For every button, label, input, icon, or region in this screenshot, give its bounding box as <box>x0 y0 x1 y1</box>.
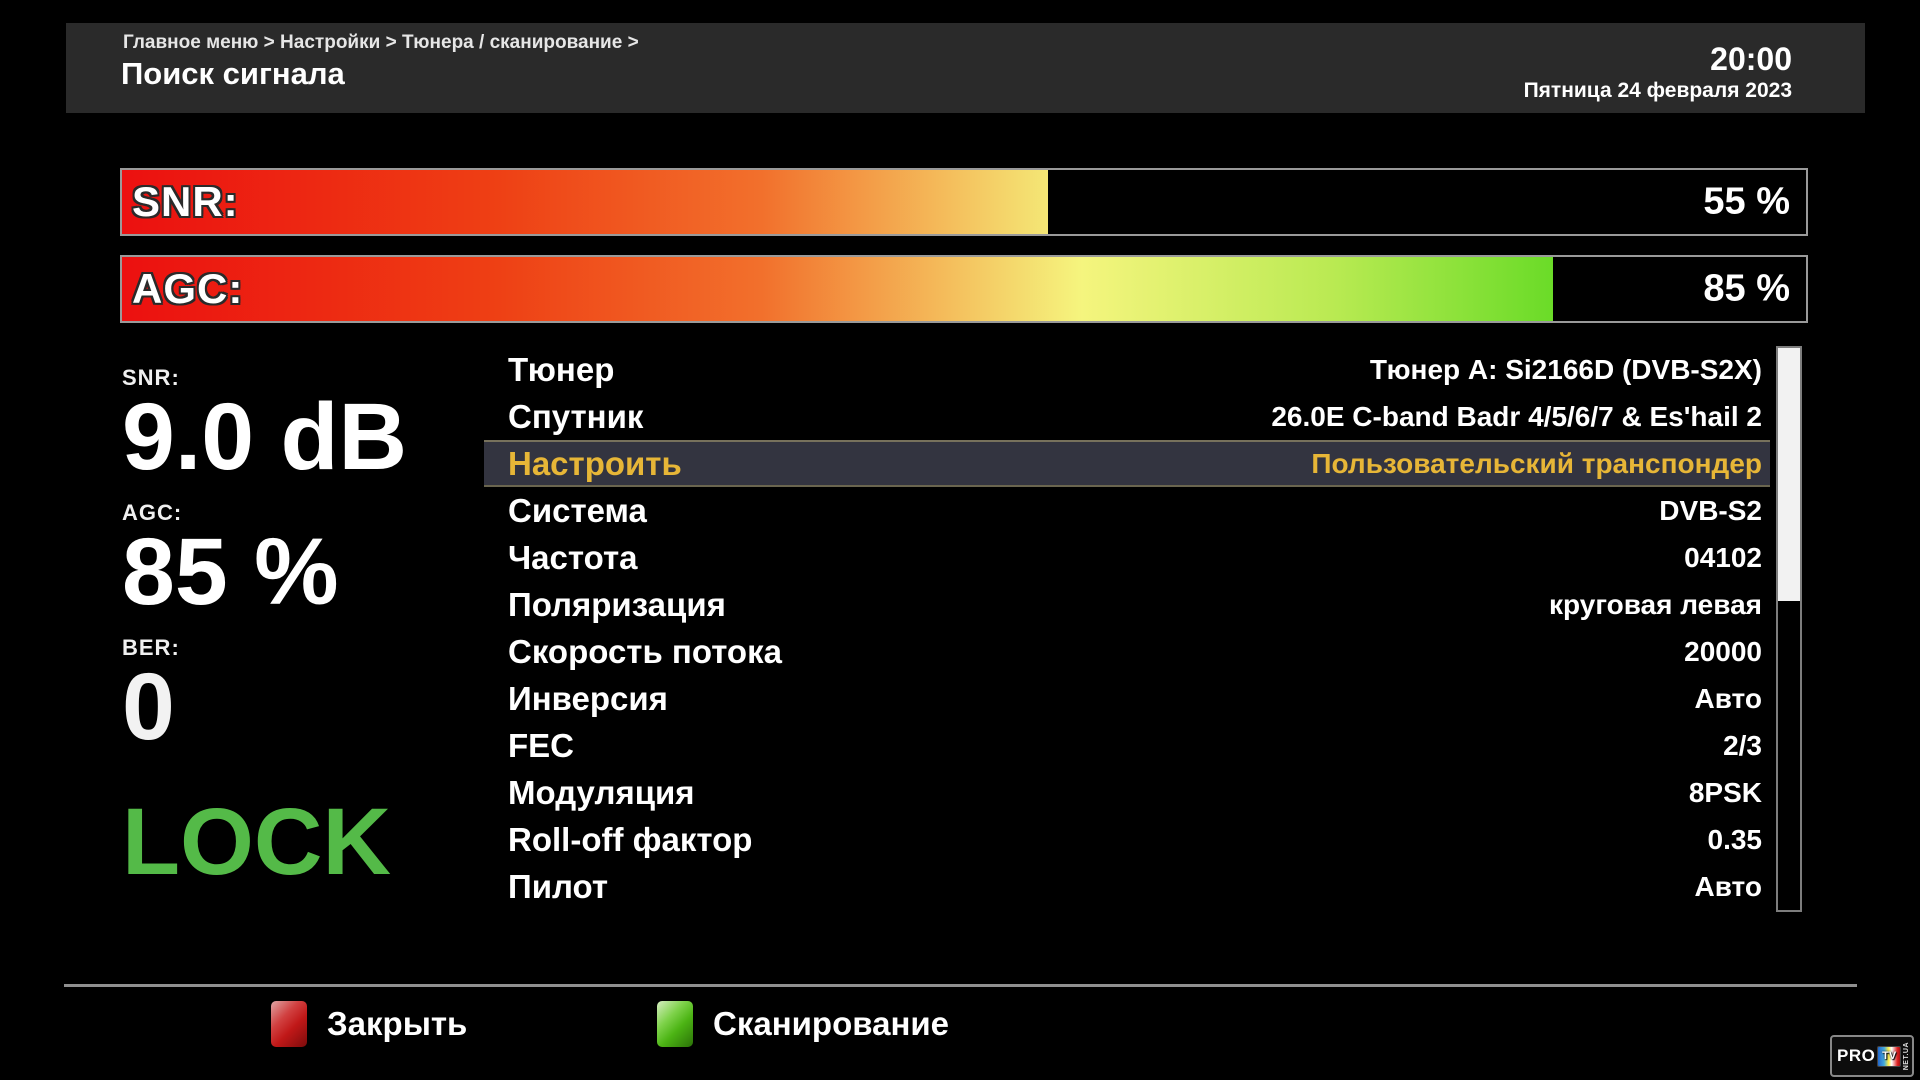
menu-item-label: Поляризация <box>508 585 726 623</box>
menu-item-label: Roll-off фактор <box>508 820 753 858</box>
menu-row[interactable]: Настроить Пользовательский транспондер <box>484 440 1770 487</box>
menu-item-value: 04102 <box>1684 541 1762 573</box>
menu-item-value: Пользовательский транспондер <box>1311 447 1762 479</box>
menu-row[interactable]: FEC 2/3 <box>484 722 1770 769</box>
agc-meter-gradient <box>122 257 1806 321</box>
agc-meter-empty <box>1553 257 1806 321</box>
menu-item-label: Настроить <box>508 444 682 482</box>
menu-row[interactable]: Частота 04102 <box>484 534 1770 581</box>
stat-label: AGC: <box>122 500 183 525</box>
menu-row[interactable]: Инверсия Авто <box>484 675 1770 722</box>
menu-item-value: 0.35 <box>1707 823 1763 855</box>
stat-item: AGC: 85 % <box>122 498 472 625</box>
footer-button-label: Закрыть <box>327 1005 468 1042</box>
menu-row[interactable]: Поляризация круговая левая <box>484 581 1770 628</box>
menu-item-value: 26.0E C-band Badr 4/5/6/7 & Es'hail 2 <box>1271 400 1762 432</box>
menu-row[interactable]: Спутник 26.0E C-band Badr 4/5/6/7 & Es'h… <box>484 393 1770 440</box>
menu-item-value: круговая левая <box>1549 588 1762 620</box>
stat-item: LOCK <box>122 768 472 895</box>
menu-item-label: Инверсия <box>508 679 668 717</box>
menu-item-label: Модуляция <box>508 773 695 811</box>
green-key-icon <box>657 1001 693 1047</box>
footer-buttons: Закрыть Сканирование <box>0 998 1920 1050</box>
scrollbar[interactable] <box>1776 346 1802 912</box>
tuner-menu: Тюнер Тюнер A: Si2166D (DVB-S2X) Спутник… <box>484 346 1770 910</box>
page-title: Поиск сигнала <box>121 56 345 91</box>
menu-item-label: Скорость потока <box>508 632 782 670</box>
menu-item-value: DVB-S2 <box>1659 494 1762 526</box>
signal-stats: SNR: 9.0 dB AGC: 85 % BER: 0 LOCK <box>122 347 472 895</box>
stat-label: BER: <box>122 635 180 660</box>
menu-item-value: 20000 <box>1684 635 1762 667</box>
menu-item-value: Авто <box>1694 682 1762 714</box>
stat-item: SNR: 9.0 dB <box>122 363 472 490</box>
menu-item-label: Система <box>508 491 647 529</box>
footer-button-label: Сканирование <box>713 1005 950 1042</box>
snr-meter: SNR: 55 % <box>120 168 1808 236</box>
menu-item-label: FEC <box>508 726 574 764</box>
agc-meter: AGC: 85 % <box>120 255 1808 323</box>
menu-row[interactable]: Модуляция 8PSK <box>484 769 1770 816</box>
stat-value: 0 <box>122 654 175 760</box>
date: Пятница 24 февраля 2023 <box>1523 79 1792 102</box>
stat-label: SNR: <box>122 365 180 390</box>
menu-item-value: 2/3 <box>1723 729 1762 761</box>
menu-item-label: Пилот <box>508 867 609 905</box>
menu-item-label: Спутник <box>508 397 644 435</box>
header: Главное меню > Настройки > Тюнера / скан… <box>66 23 1865 113</box>
logo-netua-text: NET.UA <box>1903 1041 1910 1071</box>
menu-item-label: Частота <box>508 538 638 576</box>
menu-row[interactable]: Система DVB-S2 <box>484 487 1770 534</box>
menu-row[interactable]: Тюнер Тюнер A: Si2166D (DVB-S2X) <box>484 346 1770 393</box>
menu-item-value: Тюнер A: Si2166D (DVB-S2X) <box>1369 353 1762 385</box>
protv-logo: PRO TV NET.UA <box>1830 1035 1914 1077</box>
snr-meter-value: 55 % <box>1703 180 1790 223</box>
stat-value: 9.0 dB <box>122 384 408 490</box>
footer-divider <box>64 984 1857 987</box>
stat-value: LOCK <box>122 789 392 895</box>
footer-button[interactable]: Сканирование <box>657 998 949 1050</box>
menu-item-label: Тюнер <box>508 350 615 388</box>
scrollbar-thumb[interactable] <box>1778 348 1800 601</box>
breadcrumb: Главное меню > Настройки > Тюнера / скан… <box>123 32 639 53</box>
red-key-icon <box>271 1001 307 1047</box>
footer-button[interactable]: Закрыть <box>271 998 467 1050</box>
snr-meter-empty <box>1048 170 1806 234</box>
agc-meter-label: AGC: <box>132 265 244 312</box>
menu-row[interactable]: Пилот Авто <box>484 863 1770 910</box>
stat-value: 85 % <box>122 519 339 625</box>
stat-item: BER: 0 <box>122 633 472 760</box>
logo-pro-text: PRO <box>1837 1046 1876 1065</box>
menu-row[interactable]: Roll-off фактор 0.35 <box>484 816 1770 863</box>
menu-item-value: Авто <box>1694 870 1762 902</box>
menu-row[interactable]: Скорость потока 20000 <box>484 628 1770 675</box>
agc-meter-value: 85 % <box>1703 267 1790 310</box>
snr-meter-label: SNR: <box>132 178 239 225</box>
clock: 20:00 <box>1710 41 1792 77</box>
menu-item-value: 8PSK <box>1688 776 1762 808</box>
tv-icon: TV <box>1877 1045 1901 1067</box>
